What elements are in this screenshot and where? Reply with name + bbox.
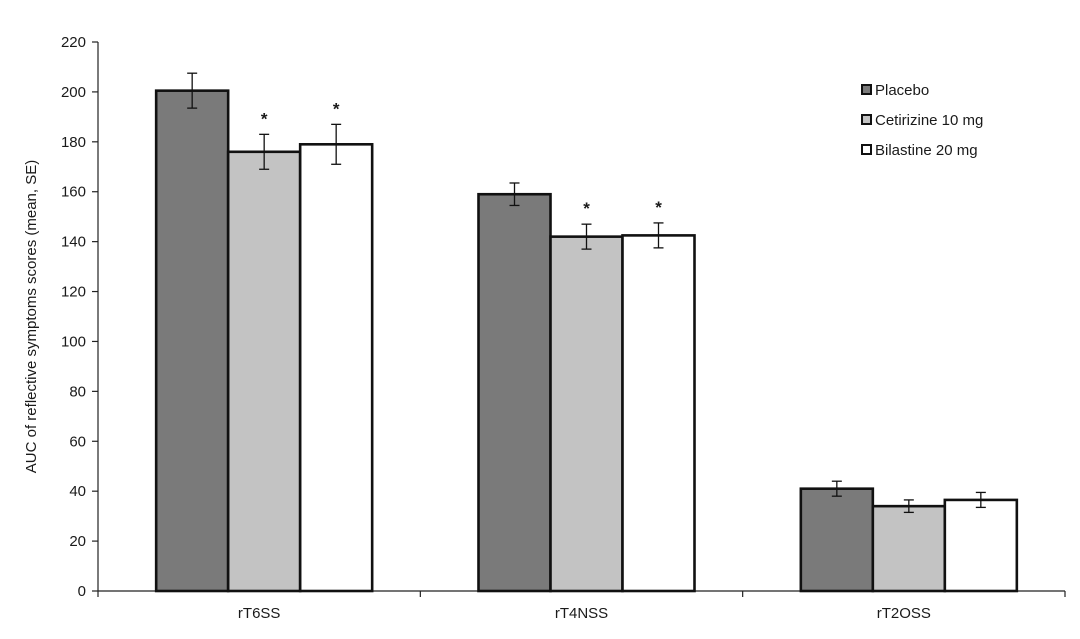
bar — [477, 192, 552, 593]
y-tick-label: 160 — [61, 184, 86, 201]
significance-mark: * — [333, 99, 340, 118]
bars: * * * * — [154, 72, 1019, 593]
y-tick-label: 220 — [61, 34, 86, 51]
significance-mark: * — [655, 198, 662, 217]
y-tick-label: 100 — [61, 333, 86, 350]
y-axis-title: AUC of reflective symptoms scores (mean,… — [23, 160, 40, 473]
y-tick-label: 140 — [61, 234, 86, 251]
x-category-label: rT4NSS — [555, 605, 608, 622]
legend-label: Bilastine 20 mg — [875, 142, 978, 159]
legend-swatch — [861, 114, 872, 125]
legend-swatch — [861, 144, 872, 155]
bar — [154, 89, 230, 593]
y-axis: 0 20 40 60 80 100 120 140 160 180 200 220 — [61, 34, 99, 600]
legend-label: Placebo — [875, 82, 929, 99]
significance-mark: * — [583, 199, 590, 218]
bar — [799, 487, 875, 593]
y-tick-label: 40 — [69, 483, 86, 500]
y-tick-label: 0 — [78, 583, 86, 600]
x-axis: rT6SS rT4NSS rT2OSS — [97, 590, 1066, 622]
y-tick-label: 80 — [69, 383, 86, 400]
x-category-label: rT2OSS — [877, 605, 931, 622]
bar — [549, 235, 624, 593]
legend: Placebo Cetirizine 10 mg Bilastine 20 mg — [861, 82, 983, 159]
significance-mark: * — [261, 109, 268, 128]
legend-label: Cetirizine 10 mg — [875, 112, 983, 129]
y-tick-label: 60 — [69, 433, 86, 450]
y-tick-label: 20 — [69, 533, 86, 550]
bar — [226, 150, 302, 593]
y-tick-label: 120 — [61, 284, 86, 301]
legend-swatch — [861, 84, 872, 95]
x-category-label: rT6SS — [238, 605, 281, 622]
bar — [943, 498, 1019, 593]
y-tick-label: 200 — [61, 84, 86, 101]
bar — [871, 504, 947, 593]
bar — [621, 234, 696, 593]
bar — [298, 143, 374, 593]
y-tick-label: 180 — [61, 134, 86, 151]
